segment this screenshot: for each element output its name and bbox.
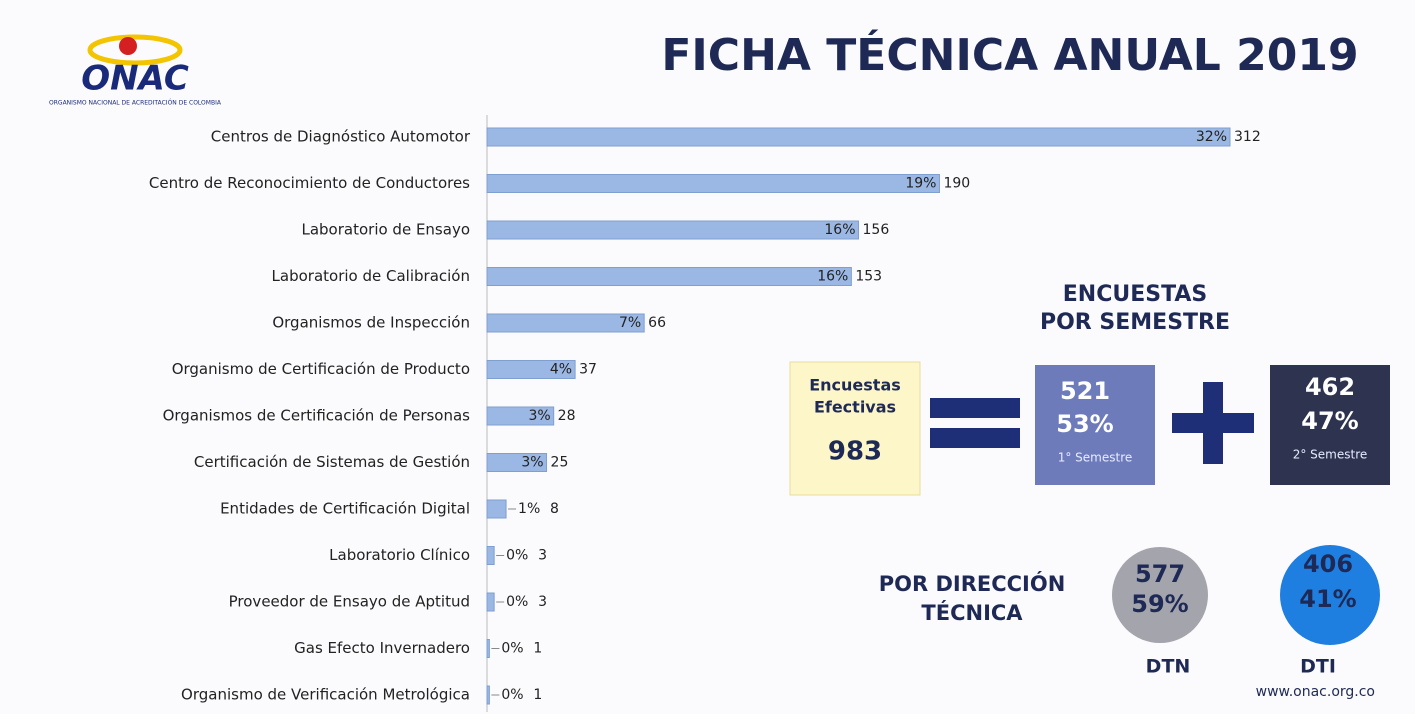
plus-bar bbox=[1203, 382, 1223, 464]
direction-circle bbox=[1280, 545, 1380, 645]
direction-count: 577 bbox=[1135, 560, 1185, 588]
value-label: 312 bbox=[1234, 129, 1261, 145]
y-tick-label: Organismo de Verificación Metrológica bbox=[181, 686, 470, 704]
logo-subtitle: ORGANISMO NACIONAL DE ACREDITACIÓN DE CO… bbox=[49, 100, 222, 107]
percent-label: 3% bbox=[521, 455, 543, 471]
value-label: 25 bbox=[551, 455, 569, 471]
bar bbox=[486, 174, 940, 193]
semester-count: 521 bbox=[1060, 377, 1110, 405]
y-tick-label: Laboratorio de Ensayo bbox=[301, 221, 470, 239]
semester-percent: 53% bbox=[1056, 410, 1113, 438]
bar bbox=[486, 406, 555, 426]
equals-bar bbox=[930, 398, 1020, 418]
y-tick-label: Laboratorio de Calibración bbox=[272, 267, 470, 285]
value-label: 66 bbox=[648, 315, 666, 331]
logo-dot bbox=[119, 37, 137, 55]
percent-label: 7% bbox=[619, 315, 641, 331]
value-label: 190 bbox=[943, 176, 970, 192]
total-label: Encuestas bbox=[809, 376, 901, 395]
direction-title: TÉCNICA bbox=[921, 600, 1023, 625]
value-label: 153 bbox=[855, 269, 882, 285]
direction-count: 406 bbox=[1303, 550, 1353, 578]
direction-label: DTI bbox=[1300, 656, 1336, 678]
percent-label: 32% bbox=[1196, 129, 1227, 145]
y-tick-label: Laboratorio Clínico bbox=[329, 546, 470, 564]
direction-percent: 41% bbox=[1299, 585, 1356, 613]
y-tick-label: Gas Efecto Invernadero bbox=[294, 639, 470, 657]
percent-label: 0% bbox=[501, 687, 523, 703]
percent-label: 16% bbox=[824, 222, 855, 238]
y-tick-label: Centro de Reconocimiento de Conductores bbox=[149, 174, 470, 192]
direction-title: POR DIRECCIÓN bbox=[879, 571, 1066, 596]
bar bbox=[486, 313, 645, 333]
equals-bar bbox=[930, 428, 1020, 448]
value-label: 8 bbox=[550, 501, 559, 517]
y-tick-label: Certificación de Sistemas de Gestión bbox=[194, 453, 470, 471]
y-tick-label: Proveedor de Ensayo de Aptitud bbox=[229, 593, 470, 611]
total-label: Efectivas bbox=[814, 398, 896, 417]
bar bbox=[486, 499, 507, 519]
y-tick-label: Entidades de Certificación Digital bbox=[220, 500, 470, 518]
semester-card bbox=[1035, 365, 1155, 485]
logo-arc bbox=[87, 34, 183, 66]
percent-label: 0% bbox=[506, 548, 528, 564]
bar bbox=[486, 360, 576, 379]
logo-name: ONAC bbox=[81, 59, 189, 99]
y-tick-label: Organismo de Certificación de Producto bbox=[172, 360, 470, 378]
value-label: 28 bbox=[558, 408, 576, 424]
bar bbox=[486, 546, 495, 565]
percent-label: 1% bbox=[518, 501, 540, 517]
semester-percent: 47% bbox=[1301, 407, 1358, 435]
direction-percent: 59% bbox=[1131, 590, 1188, 618]
bar bbox=[486, 453, 548, 472]
survey-title: POR SEMESTRE bbox=[1040, 310, 1230, 335]
semester-card bbox=[1270, 365, 1390, 485]
value-label: 156 bbox=[863, 222, 890, 238]
bar bbox=[486, 592, 495, 612]
y-tick-label: Centros de Diagnóstico Automotor bbox=[211, 128, 471, 146]
value-label: 1 bbox=[533, 687, 542, 703]
semester-label: 2° Semestre bbox=[1293, 448, 1368, 462]
y-tick-label: Organismos de Certificación de Personas bbox=[163, 407, 471, 425]
footer-url: www.onac.org.co bbox=[1256, 684, 1375, 700]
bar bbox=[486, 127, 1231, 147]
value-label: 1 bbox=[533, 641, 542, 657]
percent-label: 3% bbox=[528, 408, 550, 424]
survey-title: ENCUESTAS bbox=[1063, 282, 1208, 307]
y-tick-label: Organismos de Inspección bbox=[272, 314, 470, 332]
total-card bbox=[789, 361, 921, 496]
value-label: 37 bbox=[579, 362, 597, 378]
bar bbox=[486, 685, 490, 705]
percent-label: 16% bbox=[817, 269, 848, 285]
percent-label: 0% bbox=[506, 594, 528, 610]
percent-label: 19% bbox=[905, 176, 936, 192]
value-label: 3 bbox=[538, 594, 547, 610]
percent-label: 4% bbox=[550, 362, 572, 378]
semester-count: 462 bbox=[1305, 373, 1355, 401]
chart-title: FICHA TÉCNICA ANUAL 2019 bbox=[661, 28, 1358, 81]
value-label: 3 bbox=[538, 548, 547, 564]
percent-label: 0% bbox=[501, 641, 523, 657]
direction-circle bbox=[1112, 547, 1208, 643]
bar bbox=[486, 220, 859, 240]
semester-label: 1° Semestre bbox=[1058, 451, 1133, 465]
bar bbox=[486, 267, 852, 286]
bar bbox=[486, 639, 490, 658]
direction-label: DTN bbox=[1146, 656, 1191, 678]
total-value: 983 bbox=[828, 437, 882, 467]
